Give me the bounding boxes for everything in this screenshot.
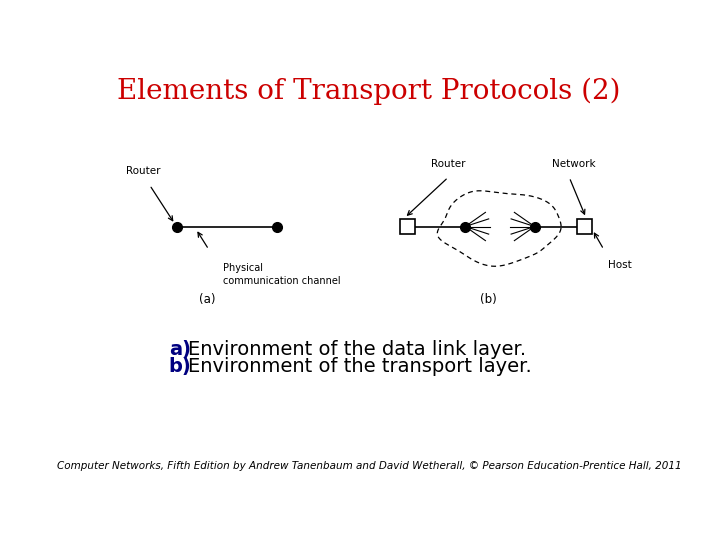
Text: Elements of Transport Protocols (2): Elements of Transport Protocols (2) [117,78,621,105]
Text: (a): (a) [199,293,215,306]
Text: Physical
communication channel: Physical communication channel [222,264,341,286]
Text: a): a) [168,340,191,359]
Text: Network: Network [552,159,596,168]
Text: (b): (b) [480,293,497,306]
Text: b): b) [168,357,192,376]
Bar [577,219,593,234]
Text: Router: Router [127,166,161,177]
Text: Router: Router [431,159,465,168]
Text: Host: Host [608,260,631,271]
Text: Environment of the transport layer.: Environment of the transport layer. [188,357,532,376]
Bar [400,219,415,234]
Text: Computer Networks, Fifth Edition by Andrew Tanenbaum and David Wetherall, © Pear: Computer Networks, Fifth Edition by Andr… [57,461,681,471]
Text: Environment of the data link layer.: Environment of the data link layer. [188,340,526,359]
